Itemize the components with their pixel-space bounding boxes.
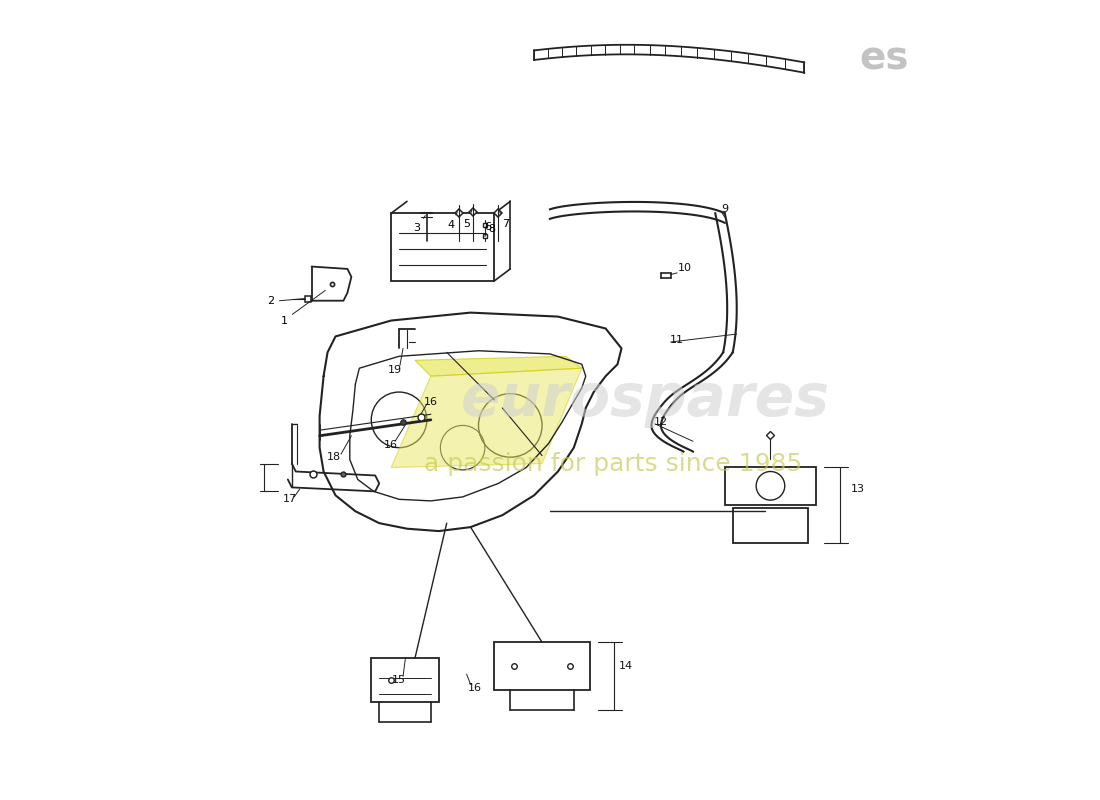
Text: a passion for parts since 1985: a passion for parts since 1985	[425, 451, 803, 475]
FancyBboxPatch shape	[372, 658, 439, 702]
Text: 14: 14	[618, 661, 632, 671]
Text: 17: 17	[283, 494, 297, 504]
Text: 13: 13	[850, 484, 865, 494]
FancyBboxPatch shape	[725, 466, 816, 505]
Text: 5: 5	[463, 210, 472, 229]
Text: 6: 6	[484, 222, 492, 232]
Text: 9: 9	[722, 204, 728, 214]
Text: eurospares: eurospares	[461, 371, 829, 429]
Text: 8: 8	[485, 224, 496, 236]
Text: 10: 10	[678, 263, 692, 273]
Text: 15: 15	[392, 674, 406, 685]
Text: 16: 16	[468, 682, 482, 693]
Text: es: es	[859, 39, 909, 78]
FancyBboxPatch shape	[494, 642, 590, 690]
Text: 11: 11	[670, 335, 684, 346]
FancyBboxPatch shape	[733, 508, 808, 543]
FancyBboxPatch shape	[392, 214, 494, 281]
Text: 18: 18	[327, 452, 341, 462]
Text: 3: 3	[412, 215, 426, 234]
Text: 1: 1	[280, 290, 326, 326]
Polygon shape	[415, 356, 582, 376]
Text: 16: 16	[384, 440, 398, 450]
Text: 19: 19	[388, 365, 403, 375]
Text: 7: 7	[499, 212, 509, 229]
Text: 16: 16	[424, 397, 438, 406]
Text: 2: 2	[267, 297, 305, 306]
Polygon shape	[392, 368, 582, 467]
Text: 4: 4	[447, 212, 458, 230]
Text: 12: 12	[654, 418, 669, 427]
